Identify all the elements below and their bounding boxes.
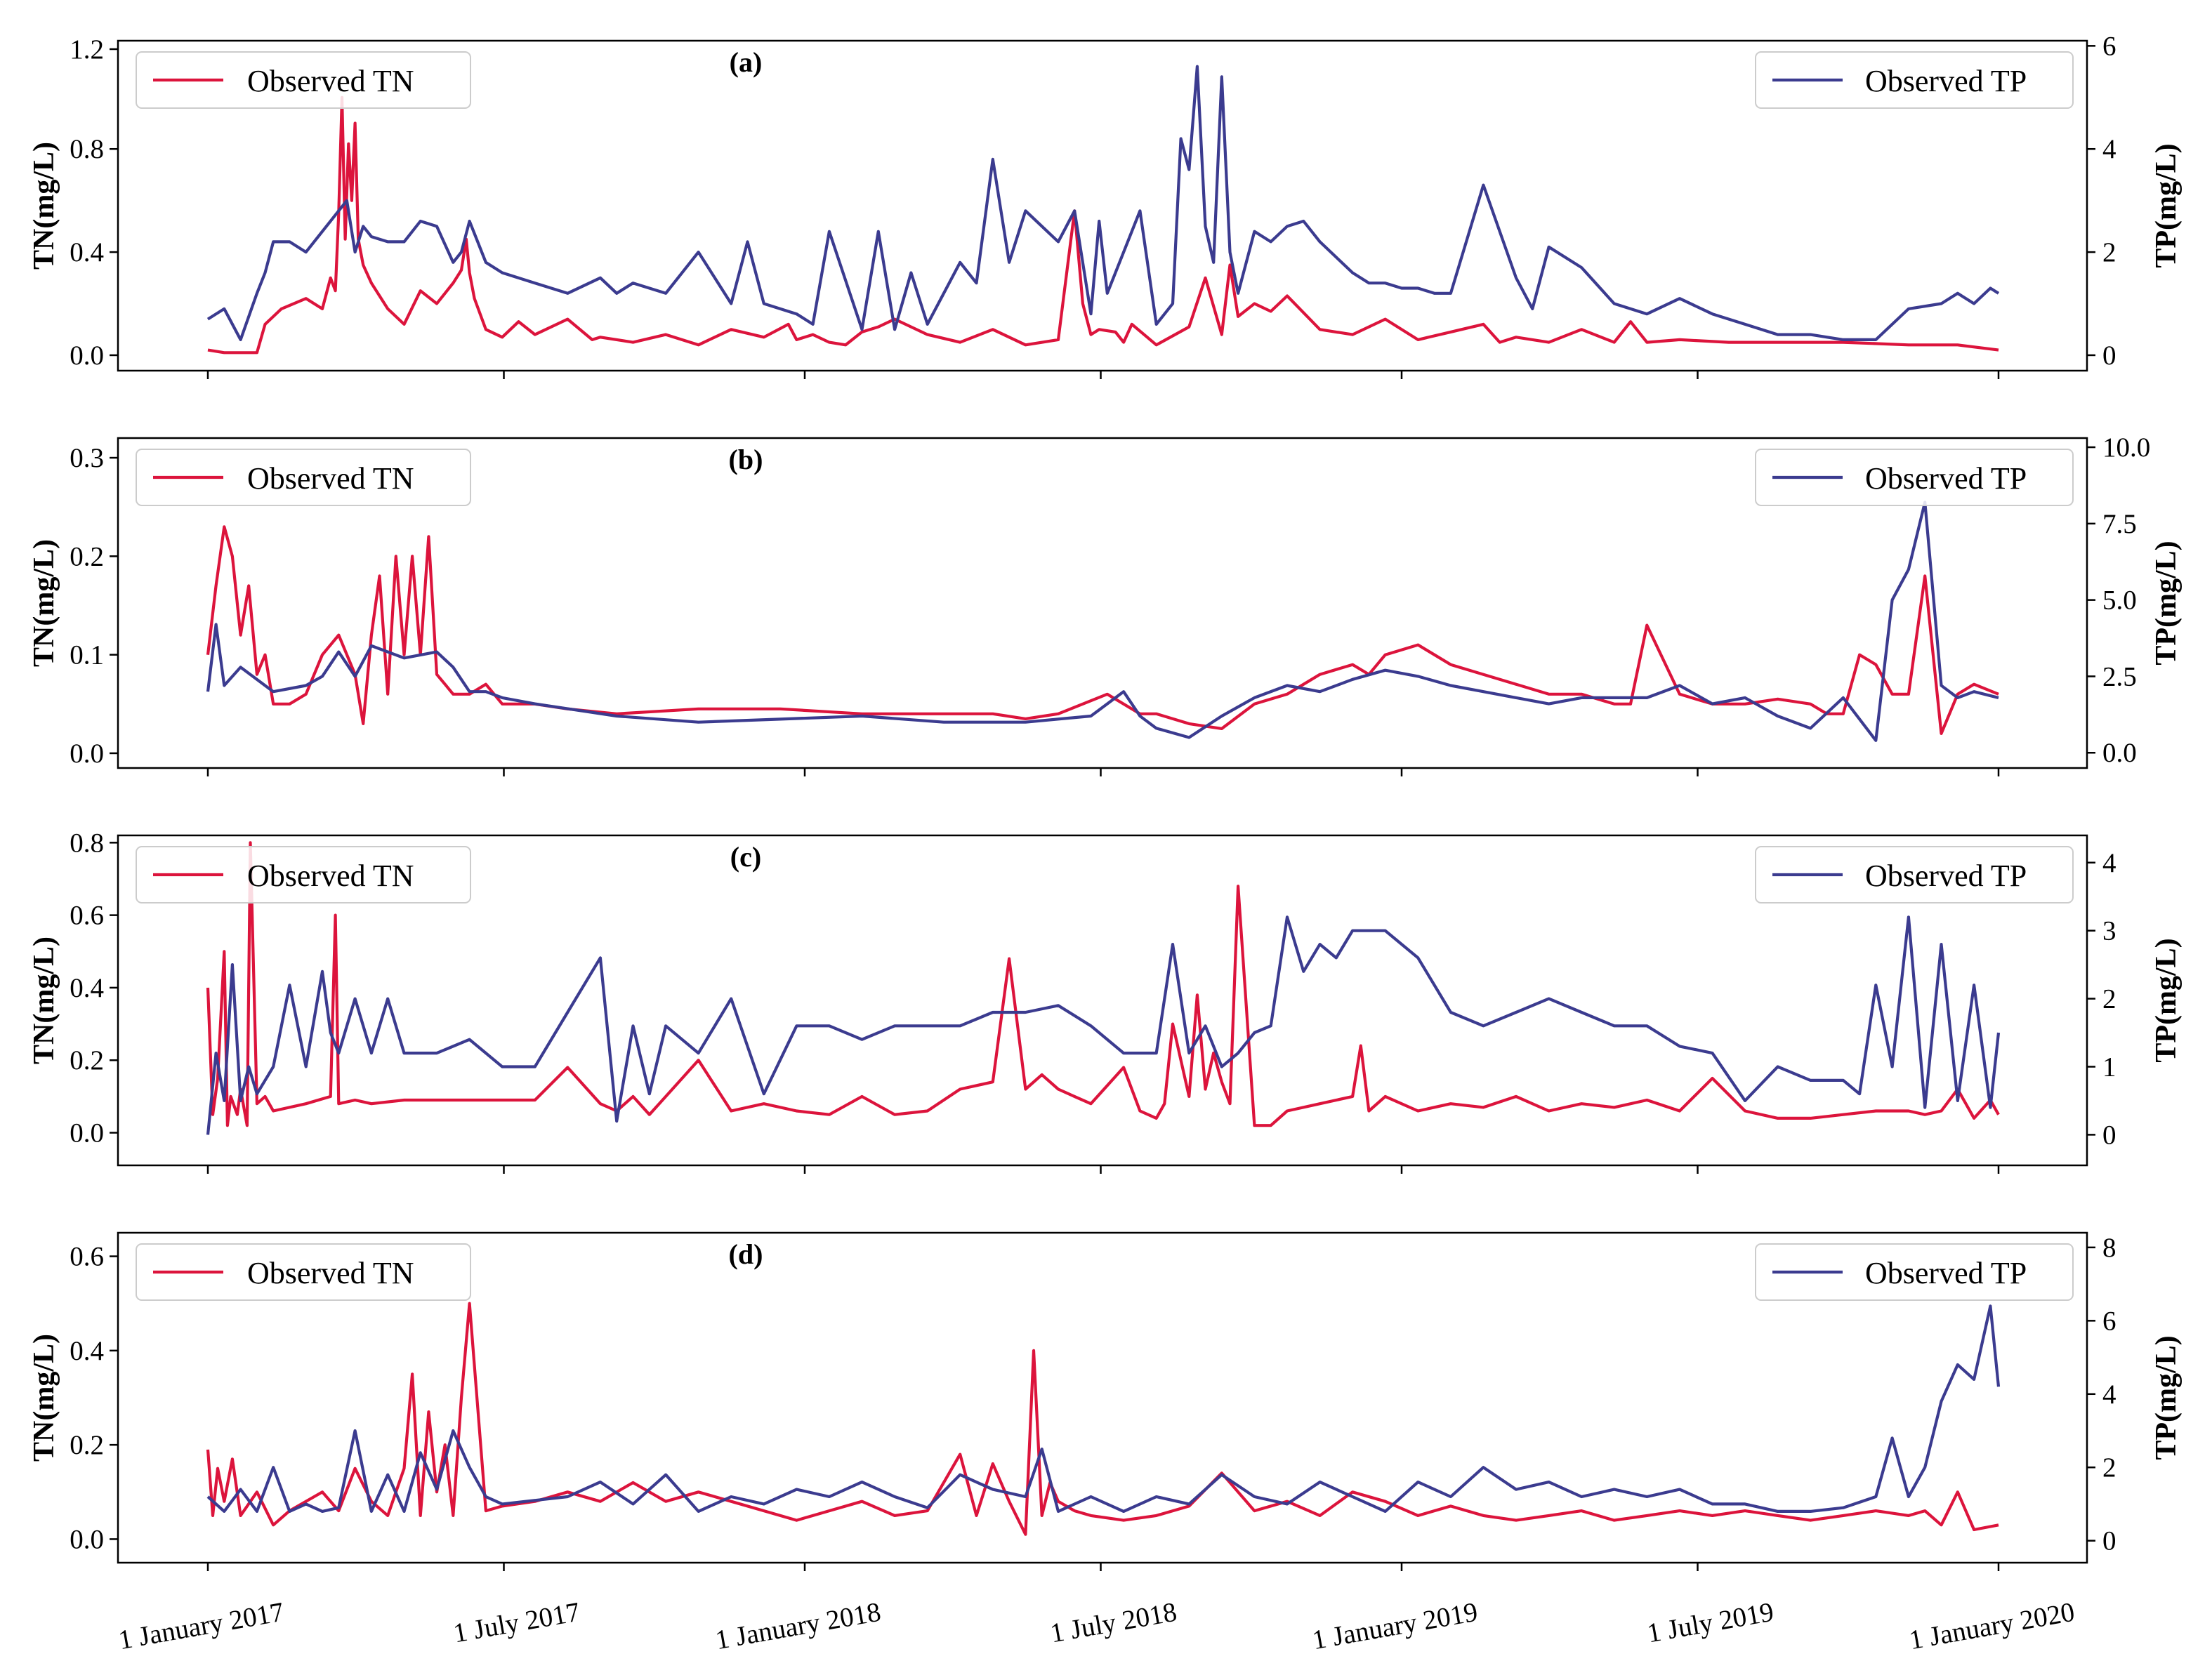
panel-3-legend-tn-box — [136, 1243, 471, 1301]
panel-2: 0.0 0.2 0.4 0.6 0.8 0 1 2 3 4 TN(mg/L) TP(mg/L) (c) O… — [28, 828, 2183, 1174]
panel-2-left-tick-label: 0.0 — [70, 1118, 104, 1149]
x-tick-label: 1 January 2019 — [1310, 1597, 1480, 1656]
panel-3-right-tick-label: 8 — [2102, 1233, 2116, 1263]
panel-1-left-tick-label: 0.0 — [70, 739, 104, 769]
panel-3-frame — [117, 1231, 2088, 1564]
panel-1-left-tick-label: 0.3 — [70, 443, 104, 473]
panel-2-label: (c) — [730, 841, 761, 873]
x-tick-label: 1 January 2020 — [1907, 1597, 2076, 1656]
panel-3-series-tn-line — [206, 1302, 1999, 1536]
panel-1-label: (b) — [729, 444, 763, 475]
panel-1-left-tick-label: 0.2 — [70, 541, 104, 571]
panel-3-legend-tp: Observed TP — [1755, 1243, 2074, 1301]
panel-2-legend-tn: Observed TN — [136, 846, 471, 904]
panel-2-legend-tp-box — [1755, 846, 2074, 904]
panel-0-legend-tp: Observed TP — [1755, 51, 2074, 109]
panel-0-legend-tp-box — [1755, 51, 2074, 109]
panel-0-right-tick-label: 6 — [2102, 31, 2116, 61]
panel-1: 0.0 0.1 0.2 0.3 0.0 2.5 5.0 7.5 10.0 TN(mg/L) TP(m… — [28, 432, 2183, 776]
panel-1-legend-tp: Observed TP — [1755, 449, 2074, 506]
x-tick-label: 1 January 2017 — [116, 1597, 286, 1656]
panel-3: 0.0 0.2 0.4 0.6 0 2 4 6 8 TN(mg/L) TP(mg/L) (d) Obse… — [28, 1231, 2183, 1571]
panel-2-right-axis-title: TP(mg/L) — [2150, 938, 2183, 1062]
panel-2-series-tp-line — [206, 915, 2001, 1135]
panel-1-legend-tp-label: Observed TP — [1865, 461, 2027, 496]
panel-2-left-tick-label: 0.4 — [70, 973, 104, 1003]
panel-2-frame — [117, 834, 2088, 1167]
panel-0-left-tick-label: 0.8 — [70, 134, 104, 164]
panel-0-right-axis-title: TP(mg/L) — [2150, 143, 2183, 267]
panel-1-right-tick-label: 7.5 — [2102, 509, 2137, 539]
panel-1-legend-tp-box — [1755, 449, 2074, 506]
panel-2-right-tick-label: 4 — [2102, 848, 2116, 878]
panel-3-legend-tp-label: Observed TP — [1865, 1256, 2027, 1290]
panel-0-series-tp-line — [206, 65, 2000, 341]
x-tick-label: 1 July 2018 — [1048, 1597, 1179, 1649]
panel-3-right-tick-label: 4 — [2102, 1379, 2116, 1410]
panel-3-right-tick-label: 2 — [2102, 1452, 2116, 1483]
panel-2-right-tick-label: 2 — [2102, 984, 2116, 1014]
panel-2-left-tick-label: 0.6 — [70, 901, 104, 931]
x-tick-label: 1 January 2018 — [713, 1597, 883, 1656]
panel-2-legend-tn-label: Observed TN — [247, 859, 414, 893]
panel-3-right-axis-title: TP(mg/L) — [2150, 1335, 2183, 1460]
panel-1-left-tick-label: 0.1 — [70, 640, 104, 670]
panel-3-right-tick-label: 6 — [2102, 1306, 2116, 1336]
panel-3-series-tp-line — [206, 1304, 2001, 1513]
panel-2-right-tick-label: 3 — [2102, 916, 2116, 946]
panel-0-right-tick-label: 0 — [2102, 340, 2116, 371]
panel-3-right-tick-label: 0 — [2102, 1526, 2116, 1556]
panel-3-left-tick-label: 0.0 — [70, 1524, 104, 1554]
panel-2-left-tick-label: 0.8 — [70, 828, 104, 858]
panel-0-left-axis-title: TN(mg/L) — [28, 142, 60, 270]
panel-0-left-tick-label: 0.4 — [70, 237, 104, 267]
panel-0: 0.0 0.4 0.8 1.2 0 2 4 6 TN(mg/L) TP(mg/L) (a) Obser… — [28, 31, 2183, 379]
panel-1-right-tick-label: 5.0 — [2102, 585, 2137, 616]
panel-0-legend-tn-label: Observed TN — [247, 64, 414, 98]
panel-1-frame — [117, 437, 2088, 769]
panel-2-left-tick-label: 0.2 — [70, 1045, 104, 1075]
panel-1-series-tp-line — [206, 501, 1999, 742]
panel-0-legend-tn: Observed TN — [136, 51, 471, 109]
x-tick-label: 1 July 2019 — [1645, 1597, 1776, 1649]
panel-0-frame — [117, 39, 2088, 372]
panel-3-legend-tn: Observed TN — [136, 1243, 471, 1301]
panel-0-legend-tp-label: Observed TP — [1865, 64, 2027, 98]
panel-2-right-tick-label: 0 — [2102, 1120, 2116, 1150]
panel-0-label: (a) — [730, 46, 763, 78]
panel-3-legend-tn-label: Observed TN — [247, 1256, 414, 1290]
panel-1-legend-tn: Observed TN — [136, 449, 471, 506]
panel-1-legend-tn-label: Observed TN — [247, 461, 414, 496]
panel-0-left-top-tick-label: 1.2 — [70, 34, 104, 65]
panel-2-right-tick-label: 1 — [2102, 1052, 2116, 1082]
panel-0-right-tick-label: 4 — [2102, 134, 2116, 164]
panel-1-right-axis-title: TP(mg/L) — [2150, 541, 2183, 665]
panels: 0.0 0.4 0.8 1.2 0 2 4 6 TN(mg/L) TP(mg/L) (a) Obser… — [28, 31, 2183, 1571]
panel-2-legend-tp-label: Observed TP — [1865, 859, 2027, 893]
panel-2-legend-tp: Observed TP — [1755, 846, 2074, 904]
panel-1-right-tick-label: 2.5 — [2102, 661, 2137, 691]
x-tick-labels: 1 January 2017 1 July 2017 1 January 2018 1… — [116, 1597, 2076, 1656]
panel-1-left-axis-title: TN(mg/L) — [28, 539, 60, 667]
panel-3-legend-tp-box — [1755, 1243, 2074, 1301]
panel-1-right-tick-label: 10.0 — [2102, 432, 2150, 463]
panel-3-left-tick-label: 0.4 — [70, 1336, 104, 1366]
panel-3-label: (d) — [729, 1238, 763, 1270]
panel-2-series-tn-line — [206, 841, 2000, 1127]
panel-0-legend-tn-box — [136, 51, 471, 109]
panel-3-left-axis-title: TN(mg/L) — [28, 1334, 60, 1462]
panel-3-left-tick-label: 0.6 — [70, 1242, 104, 1272]
panel-1-legend-tn-box — [136, 449, 471, 506]
panel-1-series-tn-line — [206, 525, 1999, 736]
panel-0-left-tick-label: 0.0 — [70, 340, 104, 371]
panel-2-left-axis-title: TN(mg/L) — [28, 936, 60, 1064]
panel-3-left-tick-label: 0.2 — [70, 1430, 104, 1460]
panel-2-legend-tn-box — [136, 846, 471, 904]
panel-1-right-tick-label: 0.0 — [2102, 738, 2137, 768]
x-tick-label: 1 July 2017 — [451, 1597, 582, 1649]
panel-0-series-tn-line — [207, 95, 1999, 355]
panel-0-right-tick-label: 2 — [2102, 237, 2116, 267]
